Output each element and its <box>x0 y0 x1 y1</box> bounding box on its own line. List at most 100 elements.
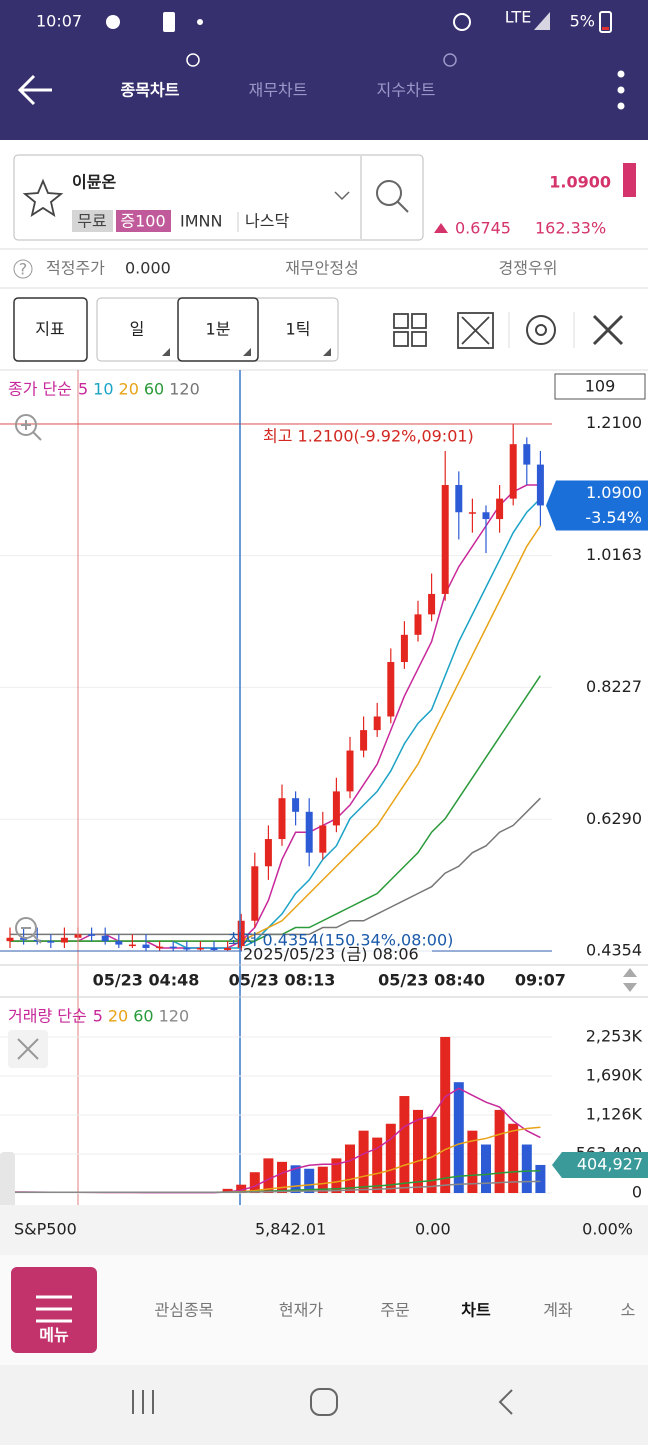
counter-box <box>554 373 646 400</box>
candle-body <box>183 947 191 950</box>
y-tick-label: 0 <box>632 1183 642 1202</box>
fullscreen-button[interactable] <box>457 312 494 349</box>
ma-line <box>10 484 541 949</box>
tab[interactable]: 재무차트 <box>249 81 308 100</box>
candle-body <box>509 444 517 499</box>
tools-button[interactable] <box>592 314 624 346</box>
volume-bar <box>236 1184 247 1193</box>
tab[interactable]: 지수차트 <box>377 81 436 100</box>
candle-body <box>101 935 109 942</box>
market: 나스닥 <box>245 212 289 231</box>
volume-bar <box>317 1166 328 1193</box>
y-tick-label: 0.8227 <box>586 677 642 696</box>
zoom-in[interactable] <box>15 414 42 441</box>
zoom-out[interactable] <box>15 917 42 944</box>
volume-bar <box>358 1130 369 1193</box>
low-annotation: 최저 0.4354(150.34%,08:00) <box>228 931 453 950</box>
more-menu[interactable] <box>617 70 625 110</box>
scroll-arrows[interactable] <box>623 968 637 992</box>
candle-body <box>482 512 490 520</box>
price-change-rate: 162.33% <box>535 219 606 238</box>
help-icon[interactable] <box>13 259 33 279</box>
nav-item[interactable]: 주문 <box>380 1301 409 1320</box>
candle-body <box>210 947 218 951</box>
back-button[interactable] <box>17 74 52 106</box>
y-tick-label: 0.6290 <box>586 809 642 828</box>
home-button[interactable] <box>310 1388 338 1416</box>
candle-body <box>88 934 96 936</box>
ticker: IMNN <box>180 212 222 231</box>
favorite-star[interactable] <box>22 178 64 217</box>
candle-body <box>128 944 136 947</box>
volume-bar <box>372 1137 383 1193</box>
nav-item-active[interactable]: 차트 <box>461 1301 491 1320</box>
candle-body <box>251 866 259 921</box>
up-arrow <box>434 223 448 233</box>
search-button[interactable] <box>376 180 402 206</box>
indicator-button[interactable] <box>13 297 88 362</box>
x-tick-label: 05/23 04:48 <box>93 971 200 990</box>
nav-item[interactable]: 계좌 <box>543 1301 573 1320</box>
candle-body <box>360 730 368 751</box>
period-selected[interactable] <box>177 297 259 362</box>
candle-body <box>523 444 531 465</box>
nav-item[interactable]: 현재가 <box>279 1301 323 1320</box>
info-item[interactable]: 재무안정성 <box>285 259 359 278</box>
nav-bg <box>0 1255 648 1365</box>
candle-body <box>387 662 395 717</box>
cursor-time: 2025/05/23 (금) 08:06 <box>243 945 419 964</box>
layout-button[interactable] <box>393 313 427 347</box>
tag: 무료 <box>77 212 106 231</box>
candle-body <box>536 464 544 506</box>
candle-body <box>468 512 476 514</box>
status-icon <box>106 15 120 29</box>
volume-bar <box>494 1109 505 1193</box>
period-button[interactable]: 1분 <box>206 320 231 339</box>
dropdown[interactable] <box>334 191 350 201</box>
candle-body <box>224 947 232 951</box>
candle-body <box>400 634 408 663</box>
settings-button[interactable] <box>526 315 556 345</box>
stock-name: 이뮨온 <box>72 173 116 192</box>
ma-line <box>10 1180 541 1194</box>
candle-body <box>346 750 354 792</box>
volume-bar <box>399 1096 410 1193</box>
nav-item[interactable]: 관심종목 <box>155 1301 214 1320</box>
tag-bg <box>116 210 171 232</box>
x-tick-label: 05/23 08:40 <box>378 971 485 990</box>
tab-active[interactable]: 종목차트 <box>121 81 180 100</box>
period-button[interactable]: 1틱 <box>286 320 311 339</box>
candle-body <box>60 937 68 943</box>
dropdown-corners <box>162 348 331 356</box>
period-button[interactable]: 일 <box>130 320 145 339</box>
legend-entry: 10 <box>93 380 113 399</box>
volume-bar <box>426 1116 437 1193</box>
nav-item[interactable]: 소 <box>621 1301 636 1320</box>
volume-bar <box>535 1164 546 1193</box>
legend-entry: 5 <box>78 380 88 399</box>
system-nav <box>0 1365 648 1445</box>
volume-bar <box>277 1161 287 1193</box>
ma-line <box>10 675 542 942</box>
fair-price-label: 적정주가 <box>46 259 105 278</box>
y-tick-label: 1,690K <box>586 1065 643 1084</box>
info-item[interactable]: 경쟁우위 <box>499 259 558 278</box>
price-tag-label: 1.0900 <box>586 483 642 502</box>
y-tick-label: 1.0163 <box>586 545 642 564</box>
fair-price: 0.000 <box>125 259 171 278</box>
signal-icon <box>534 12 550 30</box>
candle-body <box>47 941 55 943</box>
tag: 증100 <box>120 212 165 231</box>
battery-level <box>602 27 609 30</box>
volume-tag <box>552 1151 648 1178</box>
status-battery: 5% <box>570 12 595 31</box>
button-label: 지표 <box>35 320 64 339</box>
y-tick-label: 2,253K <box>586 1026 643 1045</box>
volume-bar <box>345 1144 355 1193</box>
system-back[interactable] <box>498 1389 513 1415</box>
recents-button[interactable] <box>132 1390 154 1414</box>
candle-body <box>278 798 286 840</box>
